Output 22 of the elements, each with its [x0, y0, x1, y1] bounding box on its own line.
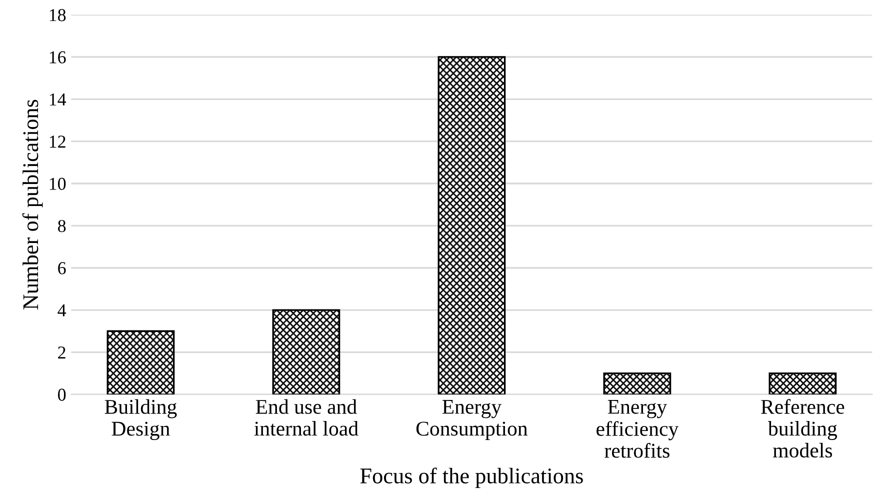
- y-tick-label: 4: [58, 304, 66, 316]
- y-tick-label: 16: [50, 51, 66, 64]
- y-tick-label: 2: [58, 346, 66, 358]
- y-axis-title: Number of publications: [22, 100, 43, 310]
- bar: [106, 330, 175, 394]
- y-tick-label: 8: [58, 220, 66, 232]
- x-tick-label: Energy Consumption: [416, 400, 528, 440]
- x-tick-label: End use and internal load: [254, 399, 358, 436]
- y-tick-label: 10: [50, 178, 66, 190]
- bar: [603, 372, 672, 394]
- bar: [438, 56, 506, 394]
- y-tick-label: 6: [58, 262, 66, 274]
- bar: [272, 309, 340, 394]
- y-tick-label: 14: [50, 93, 66, 106]
- x-tick-label: Building Design: [104, 399, 177, 440]
- y-tick-label: 18: [50, 9, 66, 22]
- bar: [768, 372, 837, 394]
- y-tick-label: 0: [58, 388, 66, 401]
- x-tick-label: Energy efficiency retrofits: [596, 400, 679, 458]
- x-axis-title: Focus of the publications: [360, 468, 583, 488]
- x-tick-label: Reference building models: [761, 399, 844, 458]
- y-tick-label: 12: [50, 136, 66, 148]
